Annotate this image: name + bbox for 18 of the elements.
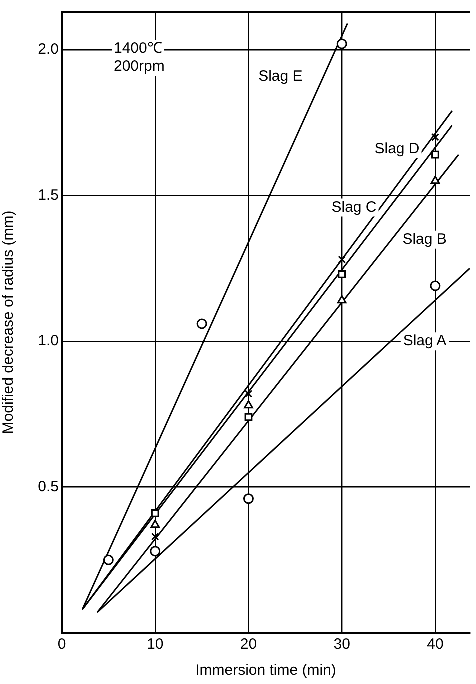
x-tick-label: 20 (240, 636, 258, 654)
y-tick-label: 0.5 (38, 478, 59, 496)
annotation: 1400℃ (114, 40, 162, 58)
y-tick-label: 2.0 (38, 41, 59, 58)
series-label: Slag D (374, 140, 420, 158)
y-tick-label: 1.0 (38, 332, 59, 350)
x-tick-label: 10 (147, 636, 164, 654)
x-axis-title: Immersion time (min) (196, 662, 336, 680)
y-tick-label: 1.5 (38, 186, 59, 204)
series-label: Slag E (258, 68, 303, 85)
annotation: 200rpm (114, 58, 165, 76)
x-tick-label: 40 (427, 636, 444, 654)
x-tick-label: 0 (58, 636, 66, 654)
y-axis-title: Modified decrease of radius (mm) (0, 210, 18, 434)
series-label: Slag B (402, 231, 447, 248)
x-tick-label: 30 (334, 636, 350, 654)
series-label: Slag C (332, 198, 377, 216)
series-label: Slag A (403, 332, 447, 350)
